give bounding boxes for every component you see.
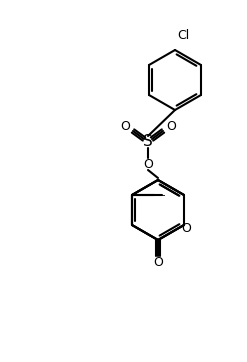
Text: O: O xyxy=(120,119,130,132)
Text: O: O xyxy=(166,119,176,132)
Text: O: O xyxy=(143,157,153,171)
Text: O: O xyxy=(181,222,191,235)
Text: Cl: Cl xyxy=(177,29,189,42)
Text: –: – xyxy=(159,190,165,200)
Text: O: O xyxy=(153,256,163,269)
Text: S: S xyxy=(143,135,153,150)
